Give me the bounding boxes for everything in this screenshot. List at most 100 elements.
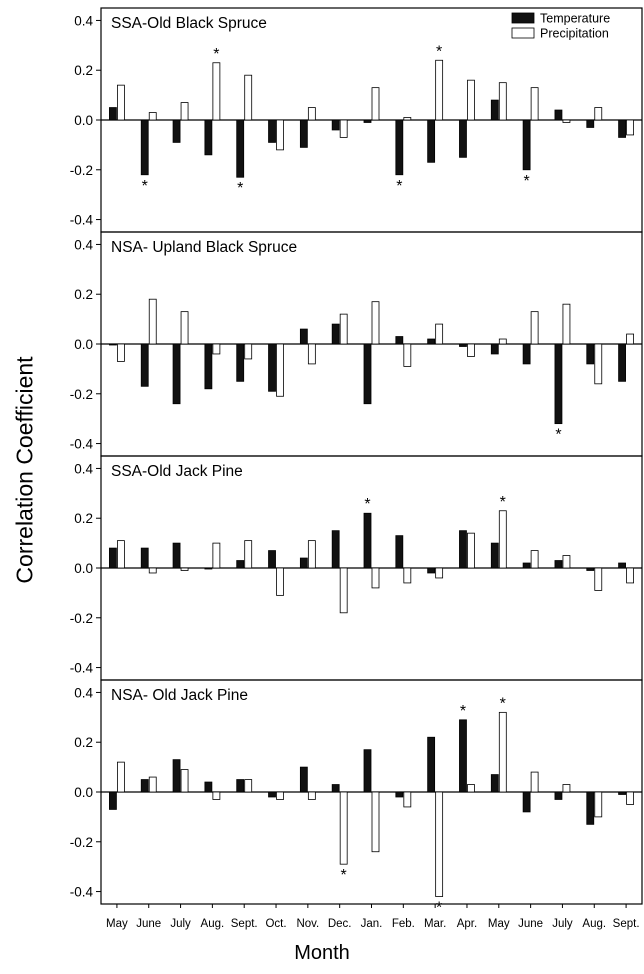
precipitation-bar bbox=[530, 87, 539, 121]
y-tick-label: 0.2 bbox=[74, 735, 93, 750]
legend-precipitation-label: Precipitation bbox=[540, 27, 609, 41]
month-label: Feb. bbox=[392, 918, 415, 930]
temperature-bar bbox=[554, 109, 563, 121]
y-tick-label: -0.4 bbox=[70, 661, 94, 676]
precipitation-bar bbox=[180, 567, 189, 571]
temperature-bar bbox=[586, 343, 595, 365]
month-label: Apr. bbox=[457, 918, 477, 930]
temperature-bar bbox=[140, 119, 149, 176]
y-tick-label: 0.0 bbox=[74, 337, 93, 352]
month-label: Sept. bbox=[231, 918, 258, 930]
precipitation-bar bbox=[594, 791, 603, 818]
precipitation-bar bbox=[594, 107, 603, 121]
precipitation-bar bbox=[117, 540, 125, 569]
temperature-bar bbox=[363, 512, 372, 569]
temperature-bar bbox=[268, 119, 276, 143]
precipitation-bar bbox=[212, 542, 221, 569]
panel-title: NSA- Upland Black Spruce bbox=[111, 239, 297, 256]
temperature-bar bbox=[236, 779, 245, 793]
temperature-bar bbox=[140, 343, 149, 387]
precipitation-bar bbox=[626, 567, 634, 584]
precipitation-bar bbox=[148, 112, 157, 121]
y-tick-label: 0.2 bbox=[74, 287, 93, 302]
precipitation-bar bbox=[244, 343, 253, 360]
significance-marker: * bbox=[524, 173, 530, 190]
precipitation-bar bbox=[562, 784, 571, 793]
month-label: Aug. bbox=[582, 918, 606, 930]
y-tick-label: -0.2 bbox=[70, 163, 93, 178]
temperature-bar bbox=[395, 535, 404, 569]
temperature-bar bbox=[363, 343, 372, 405]
panel-title: NSA- Old Jack Pine bbox=[111, 687, 248, 704]
temperature-bar bbox=[268, 550, 276, 569]
temperature-bar bbox=[109, 107, 117, 121]
precipitation-bar bbox=[403, 791, 412, 808]
y-tick-label: 0.2 bbox=[74, 511, 93, 526]
precipitation-bar bbox=[467, 79, 475, 121]
y-tick-label: -0.4 bbox=[70, 213, 94, 228]
temperature-bar bbox=[331, 530, 340, 569]
temperature-bar bbox=[204, 781, 213, 793]
temperature-bar bbox=[395, 791, 404, 798]
significance-marker: * bbox=[436, 900, 442, 917]
precipitation-bar bbox=[276, 119, 284, 151]
precipitation-bar bbox=[467, 532, 475, 569]
precipitation-bar bbox=[594, 343, 603, 385]
temperature-bar bbox=[522, 343, 531, 365]
precipitation-bar bbox=[117, 84, 125, 121]
temperature-bar bbox=[490, 542, 499, 569]
legend-temperature-swatch bbox=[511, 12, 535, 24]
temperature-bar bbox=[490, 99, 499, 121]
month-label: Sept. bbox=[613, 918, 640, 930]
temperature-bar bbox=[268, 791, 276, 798]
y-tick-label: -0.4 bbox=[70, 437, 94, 452]
y-tick-label: 0.4 bbox=[74, 685, 93, 700]
precipitation-bar bbox=[276, 343, 284, 397]
precipitation-bar bbox=[626, 333, 634, 345]
significance-marker: * bbox=[364, 496, 370, 513]
temperature-bar bbox=[172, 759, 181, 793]
temperature-bar bbox=[522, 562, 531, 569]
significance-marker: * bbox=[142, 178, 148, 195]
precipitation-bar bbox=[212, 62, 221, 121]
month-label: Mar. bbox=[424, 918, 446, 930]
temperature-bar bbox=[299, 119, 308, 148]
precipitation-bar bbox=[403, 567, 412, 584]
temperature-bar bbox=[299, 328, 308, 345]
precipitation-bar bbox=[626, 119, 634, 136]
precipitation-bar bbox=[562, 303, 571, 345]
precipitation-bar bbox=[307, 791, 316, 800]
month-label: Aug. bbox=[201, 918, 225, 930]
precipitation-bar bbox=[371, 567, 380, 589]
precipitation-bar bbox=[180, 311, 189, 345]
panel-title: SSA-Old Black Spruce bbox=[111, 15, 267, 32]
temperature-bar bbox=[490, 774, 499, 793]
precipitation-bar bbox=[435, 567, 444, 579]
precipitation-bar bbox=[276, 791, 284, 800]
temperature-bar bbox=[109, 547, 117, 569]
precipitation-bar bbox=[403, 117, 412, 121]
precipitation-bar bbox=[403, 343, 412, 367]
precipitation-bar bbox=[244, 74, 253, 121]
precipitation-bar bbox=[148, 567, 157, 574]
precipitation-bar bbox=[117, 343, 125, 362]
precipitation-bar bbox=[371, 791, 380, 853]
temperature-bar bbox=[236, 119, 245, 178]
precipitation-bar bbox=[435, 59, 444, 121]
precipitation-bar bbox=[307, 343, 316, 365]
temperature-bar bbox=[427, 736, 436, 793]
significance-marker: * bbox=[341, 867, 347, 884]
precipitation-bar bbox=[530, 771, 539, 793]
precipitation-bar bbox=[467, 784, 475, 793]
temperature-bar bbox=[299, 557, 308, 569]
month-label: Oct. bbox=[265, 918, 286, 930]
precipitation-bar bbox=[307, 540, 316, 569]
temperature-bar bbox=[618, 119, 626, 138]
precipitation-bar bbox=[212, 343, 221, 355]
temperature-bar bbox=[522, 791, 531, 813]
temperature-bar bbox=[268, 343, 276, 392]
precipitation-bar bbox=[339, 791, 348, 865]
y-tick-label: 0.0 bbox=[74, 113, 93, 128]
temperature-bar bbox=[586, 119, 595, 128]
